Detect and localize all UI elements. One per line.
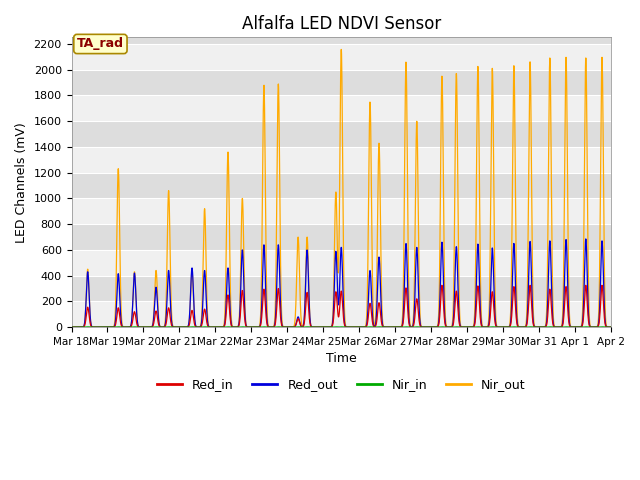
Bar — [72, 147, 611, 173]
Bar — [72, 44, 611, 70]
Bar — [72, 301, 611, 327]
Bar — [72, 70, 611, 96]
Bar — [72, 276, 611, 301]
Bar — [72, 173, 611, 198]
Bar — [72, 198, 611, 224]
Text: TA_rad: TA_rad — [77, 37, 124, 50]
Title: Alfalfa LED NDVI Sensor: Alfalfa LED NDVI Sensor — [242, 15, 441, 33]
Bar — [72, 121, 611, 147]
Legend: Red_in, Red_out, Nir_in, Nir_out: Red_in, Red_out, Nir_in, Nir_out — [152, 373, 531, 396]
Bar — [72, 96, 611, 121]
Bar — [72, 37, 611, 44]
Y-axis label: LED Channels (mV): LED Channels (mV) — [15, 122, 28, 242]
Bar — [72, 224, 611, 250]
Bar — [72, 250, 611, 276]
X-axis label: Time: Time — [326, 352, 356, 365]
